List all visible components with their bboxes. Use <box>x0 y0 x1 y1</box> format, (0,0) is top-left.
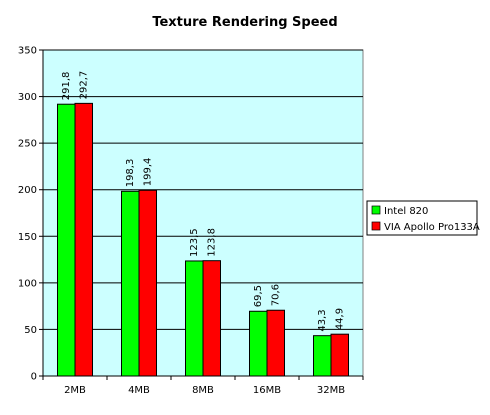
data-label: 70,6 <box>271 284 282 306</box>
bar-4mb-series-0 <box>121 190 140 377</box>
legend-swatch-via-apollo <box>371 221 381 231</box>
legend-box <box>366 200 478 236</box>
data-label: 123,5 <box>189 228 200 257</box>
bars <box>57 102 349 377</box>
bar-4mb-series-1 <box>138 189 157 377</box>
bar-2mb-series-1 <box>74 102 93 377</box>
x-tick-label: 2MB <box>64 385 86 396</box>
data-label: 199,4 <box>143 158 154 187</box>
data-label: 43,3 <box>317 309 328 331</box>
bar-16mb-series-0 <box>249 310 268 377</box>
legend: Intel 820 VIA Apollo Pro133A <box>366 200 480 236</box>
data-label: 291,8 <box>61 72 72 101</box>
y-tick-label: 200 <box>18 185 37 196</box>
data-label: 69,5 <box>253 285 264 307</box>
grid-lines <box>43 49 363 330</box>
x-axis: 2MB 4MB 8MB 16MB 32MB <box>42 375 364 396</box>
y-tick-label: 100 <box>18 278 37 289</box>
data-labels: 291,8 292,7 198,3 199,4 123,5 123,8 69,5 70,6 43… <box>61 71 346 332</box>
x-tick-label: 16MB <box>253 385 281 396</box>
bar-16mb-series-1 <box>266 309 285 377</box>
x-tick-label: 32MB <box>317 385 345 396</box>
data-label: 44,9 <box>335 308 346 330</box>
y-tick-label: 150 <box>18 232 37 243</box>
bar-32mb-series-0 <box>313 335 332 377</box>
legend-swatch-intel-820 <box>371 205 381 215</box>
bar-8mb-series-1 <box>202 260 221 377</box>
y-tick-label: 350 <box>18 46 37 57</box>
data-label: 198,3 <box>125 159 136 188</box>
chart-title: Texture Rendering Speed <box>152 15 337 30</box>
y-tick-label: 50 <box>24 325 37 336</box>
bar-32mb-series-1 <box>330 333 349 377</box>
x-tick-label: 8MB <box>192 385 214 396</box>
legend-label-via-apollo: VIA Apollo Pro133A <box>384 222 480 233</box>
bar-8mb-series-0 <box>185 260 204 377</box>
data-label: 292,7 <box>79 71 90 100</box>
x-tick-label: 4MB <box>128 385 150 396</box>
y-tick-label: 250 <box>18 139 37 150</box>
y-tick-label: 0 <box>31 372 37 383</box>
legend-label-intel-820: Intel 820 <box>384 206 428 217</box>
bar-2mb-series-0 <box>57 103 76 377</box>
y-axis: 0 50 100 150 200 250 300 350 <box>18 46 44 383</box>
y-tick-label: 300 <box>18 92 37 103</box>
data-label: 123,8 <box>207 228 218 257</box>
